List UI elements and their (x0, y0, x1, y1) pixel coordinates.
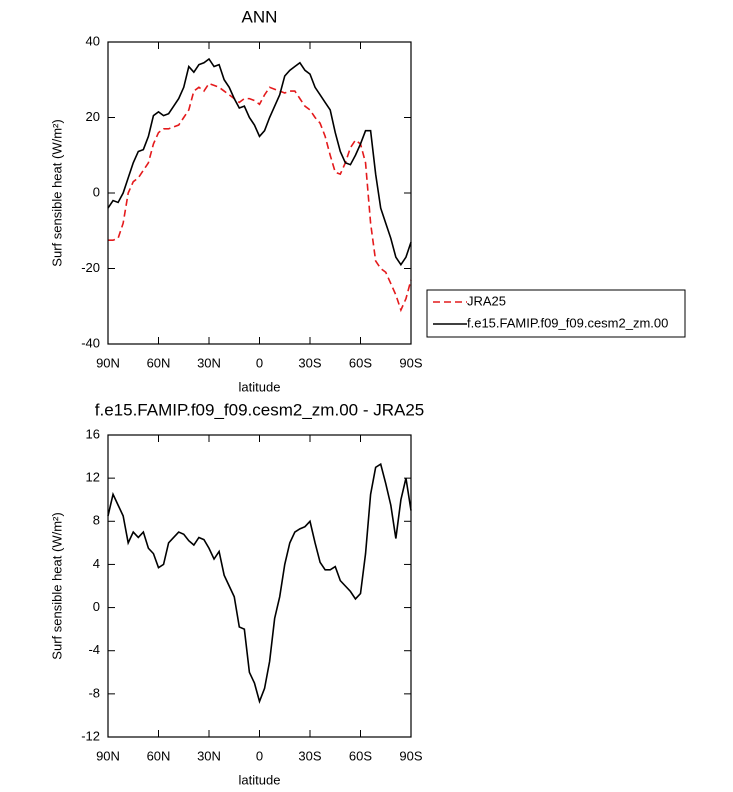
x-tick-label: 90S (399, 355, 422, 370)
x-tick-label: 30S (298, 355, 321, 370)
x-axis-label: latitude (239, 772, 281, 787)
y-tick-label: 12 (86, 470, 100, 485)
y-tick-label: 0 (93, 599, 100, 614)
y-tick-label: -20 (81, 260, 100, 275)
plot-frame (107, 41, 412, 345)
y-tick-label: 8 (93, 513, 100, 528)
x-tick-label: 30S (298, 748, 321, 763)
x-axis-label: latitude (239, 379, 281, 394)
y-tick-label: 4 (93, 556, 100, 571)
x-tick-label: 60N (147, 748, 171, 763)
y-tick-label: 0 (93, 184, 100, 199)
y-axis-label: Surf sensible heat (W/m²) (49, 119, 64, 266)
legend-box (426, 289, 686, 338)
x-tick-label: 60S (349, 748, 372, 763)
y-tick-label: 40 (86, 33, 100, 48)
legend-label: f.e15.FAMIP.f09_f09.cesm2_zm.00 (467, 315, 668, 330)
x-tick-label: 90S (399, 748, 422, 763)
x-tick-label: 0 (256, 355, 263, 370)
chart-title: ANN (242, 7, 278, 26)
y-tick-label: -12 (81, 728, 100, 743)
y-tick-label: -8 (88, 685, 100, 700)
x-tick-label: 30N (197, 355, 221, 370)
legend-label: JRA25 (467, 293, 506, 308)
x-tick-label: 60N (147, 355, 171, 370)
x-tick-label: 90N (96, 355, 120, 370)
plot-frame (107, 434, 412, 738)
x-tick-label: 30N (197, 748, 221, 763)
y-axis-label: Surf sensible heat (W/m²) (49, 512, 64, 659)
x-tick-label: 90N (96, 748, 120, 763)
y-tick-label: 16 (86, 426, 100, 441)
y-tick-label: -40 (81, 335, 100, 350)
y-tick-label: 20 (86, 109, 100, 124)
data-line (107, 57, 412, 267)
x-tick-label: 60S (349, 355, 372, 370)
data-line (107, 462, 412, 704)
chart-title: f.e15.FAMIP.f09_f09.cesm2_zm.00 - JRA25 (95, 400, 424, 419)
x-tick-label: 0 (256, 748, 263, 763)
y-tick-label: -4 (88, 642, 100, 657)
